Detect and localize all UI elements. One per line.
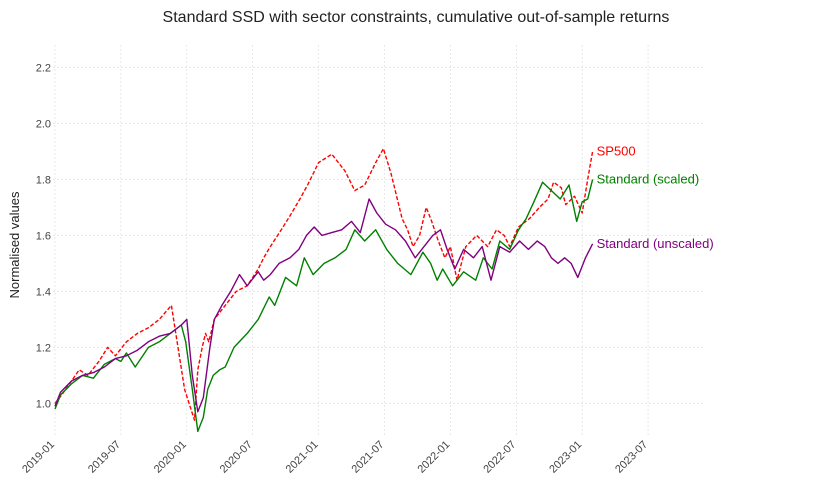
x-tick-label: 2022-07 <box>481 439 518 476</box>
y-tick-label: 1.0 <box>36 398 51 410</box>
x-tick-label: 2020-07 <box>218 439 255 476</box>
series-lines <box>54 147 594 433</box>
y-tick-label: 2.0 <box>36 118 51 130</box>
x-tick-label: 2019-01 <box>20 439 57 476</box>
y-tick-label: 1.4 <box>36 286 51 298</box>
series-labels: SP500 Standard (scaled) Standard (unscaled… <box>597 143 714 250</box>
y-tick-label: 1.8 <box>36 174 51 186</box>
x-tick-label: 2023-01 <box>547 439 584 476</box>
y-axis-ticks: 1.0 1.2 1.4 1.6 1.8 2.0 2.2 <box>36 62 51 410</box>
x-tick-label: 2020-01 <box>152 439 189 476</box>
series-line-sp500 <box>54 147 594 421</box>
x-tick-label: 2023-07 <box>613 439 650 476</box>
x-tick-label: 2021-01 <box>284 439 321 476</box>
y-axis-label: Normalised values <box>7 191 22 298</box>
chart-title: Standard SSD with sector constraints, cu… <box>163 9 670 26</box>
x-tick-label: 2021-07 <box>350 439 387 476</box>
x-axis-ticks: 2019-01 2019-07 2020-01 2020-07 2021-01 2021-… <box>20 439 650 476</box>
series-label-sp500: SP500 <box>597 143 636 158</box>
y-tick-label: 2.2 <box>36 62 51 74</box>
series-label-standard-unscaled: Standard (unscaled) <box>597 236 714 251</box>
y-tick-label: 1.6 <box>36 230 51 242</box>
series-line-standard-unscaled <box>54 198 594 413</box>
series-label-standard-scaled: Standard (scaled) <box>597 171 700 186</box>
x-tick-label: 2022-01 <box>415 439 452 476</box>
x-tick-label: 2019-07 <box>86 439 123 476</box>
y-tick-label: 1.2 <box>36 342 51 354</box>
series-line-standard-scaled <box>54 179 594 433</box>
grid-lines <box>53 45 703 437</box>
